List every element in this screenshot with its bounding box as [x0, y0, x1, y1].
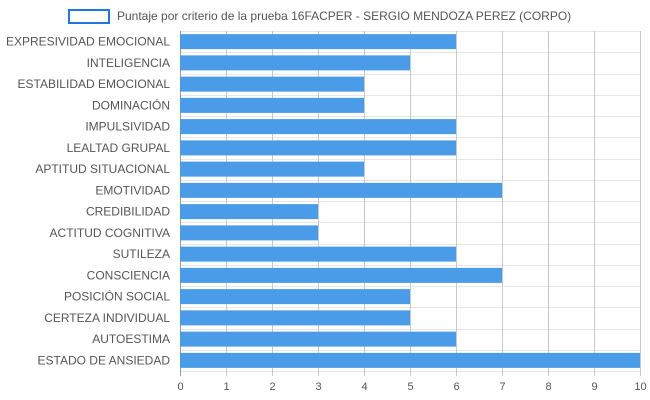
bar[interactable]	[180, 119, 456, 135]
bars	[180, 34, 640, 368]
category-label: APTITUD SITUACIONAL	[35, 162, 170, 176]
bar[interactable]	[180, 55, 410, 71]
bar[interactable]	[180, 246, 456, 262]
x-tick-label: 3	[315, 381, 321, 393]
legend-label: Puntaje por criterio de la prueba 16FACP…	[117, 9, 572, 23]
x-tick-label: 5	[407, 381, 413, 393]
category-label: EMOTIVIDAD	[95, 183, 170, 197]
x-tick-label: 2	[269, 381, 275, 393]
bar[interactable]	[180, 267, 502, 283]
x-axis-ticks: 0 1 2 3 4 5 6 7 8 9 10	[177, 381, 646, 393]
category-label: CONSCIENCIA	[87, 268, 170, 282]
category-label: POSICIÓN SOCIAL	[64, 289, 170, 304]
bar[interactable]	[180, 161, 364, 177]
category-label: CERTEZA INDIVIDUAL	[44, 311, 170, 325]
bar[interactable]	[180, 289, 410, 305]
category-label: SUTILEZA	[113, 247, 170, 261]
x-tick-label: 4	[361, 381, 367, 393]
x-tick-label: 10	[634, 381, 646, 393]
category-label: IMPULSIVIDAD	[85, 120, 170, 134]
x-tick-label: 1	[223, 381, 229, 393]
x-tick-label: 8	[545, 381, 551, 393]
x-tick-label: 0	[177, 381, 183, 393]
bar[interactable]	[180, 352, 640, 368]
bar[interactable]	[180, 182, 502, 198]
bar[interactable]	[180, 34, 456, 50]
bar[interactable]	[180, 140, 456, 156]
category-labels: EXPRESIVIDAD EMOCIONAL INTELIGENCIA ESTABI…	[6, 35, 170, 368]
category-label: ACTITUD COGNITIVA	[50, 226, 170, 240]
legend-swatch	[68, 8, 110, 24]
x-tick-label: 9	[591, 381, 597, 393]
category-label: ESTADO DE ANSIEDAD	[38, 353, 171, 367]
chart-legend[interactable]: Puntaje por criterio de la prueba 16FACP…	[68, 7, 571, 25]
bar[interactable]	[180, 331, 456, 347]
category-label: EXPRESIVIDAD EMOCIONAL	[6, 35, 170, 49]
category-label: AUTOESTIMA	[92, 332, 170, 346]
bar[interactable]	[180, 76, 364, 92]
category-label: CREDIBILIDAD	[86, 205, 170, 219]
category-label: ESTABILIDAD EMOCIONAL	[18, 77, 171, 91]
x-tick-label: 6	[453, 381, 459, 393]
bar[interactable]	[180, 310, 410, 326]
category-label: INTELIGENCIA	[87, 56, 170, 70]
x-tick-label: 7	[499, 381, 505, 393]
bar[interactable]	[180, 225, 318, 241]
bar[interactable]	[180, 204, 318, 220]
category-label: DOMINACIÓN	[92, 97, 170, 112]
bar[interactable]	[180, 97, 364, 113]
category-label: LEALTAD GRUPAL	[67, 141, 171, 155]
